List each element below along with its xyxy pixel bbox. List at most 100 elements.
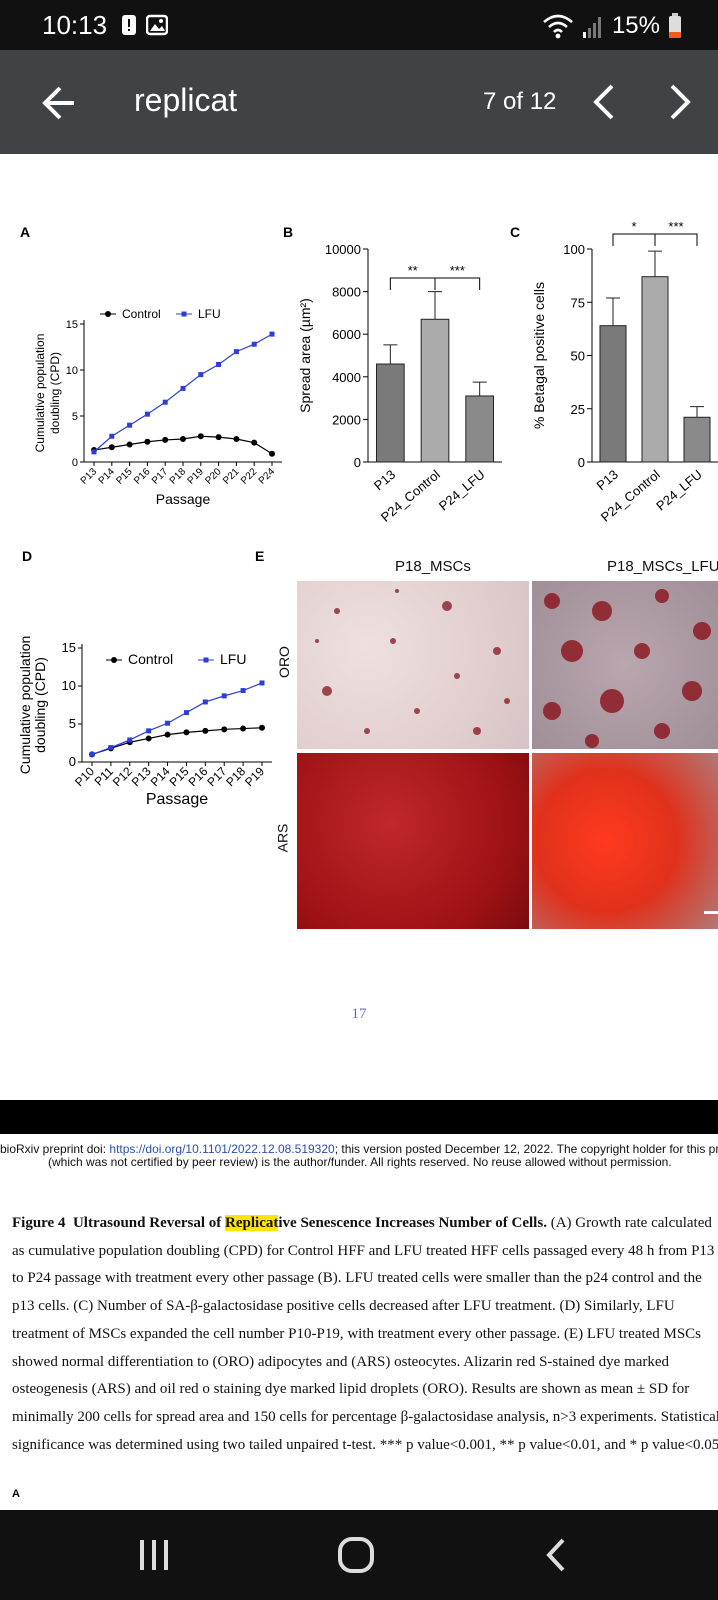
find-in-document-bar: replicat 7 of 12 bbox=[0, 50, 718, 154]
preprint-notice: bioRxiv preprint doi: https://doi.org/10… bbox=[0, 1142, 718, 1156]
preprint-notice-line-2: (which was not certified by peer review)… bbox=[48, 1155, 672, 1169]
data-point bbox=[202, 699, 208, 705]
legend-swatch bbox=[105, 311, 111, 317]
data-point bbox=[144, 411, 150, 417]
data-point bbox=[180, 385, 186, 391]
series-line bbox=[93, 333, 273, 453]
y-axis-label: Spread area (µm²) bbox=[297, 298, 313, 413]
legend-label: LFU bbox=[198, 307, 221, 321]
legend-label: Control bbox=[128, 651, 173, 667]
home-icon[interactable] bbox=[333, 1532, 379, 1578]
data-point bbox=[165, 720, 171, 726]
data-point bbox=[269, 331, 275, 337]
data-point bbox=[109, 433, 115, 439]
y-tick-label: 15 bbox=[66, 319, 78, 331]
panel-label-a: A bbox=[20, 224, 31, 240]
chart-a: 051015P13P14P15P16P17P18P19P20P21P22P24C… bbox=[17, 219, 718, 808]
data-point bbox=[216, 361, 222, 367]
panel-label-e: E bbox=[255, 548, 265, 564]
y-tick-label: 50 bbox=[571, 349, 585, 364]
x-tick-label: P19 bbox=[186, 466, 207, 487]
data-point bbox=[259, 680, 265, 686]
data-point bbox=[240, 688, 246, 694]
recent-apps-icon[interactable] bbox=[131, 1532, 177, 1578]
significance-marker: * bbox=[631, 219, 636, 234]
legend-label: LFU bbox=[220, 651, 246, 667]
legend-label: Control bbox=[122, 307, 161, 321]
y-tick-label: 5 bbox=[72, 411, 78, 423]
search-query[interactable]: replicat bbox=[134, 82, 238, 118]
status-time: 10:13 bbox=[42, 10, 108, 40]
data-point bbox=[162, 436, 169, 443]
data-point bbox=[240, 725, 247, 732]
significance-bracket bbox=[654, 233, 698, 246]
figure-caption: Figure 4 Ultrasound Reversal of Replicat… bbox=[12, 1210, 718, 1459]
x-tick-label: P24 bbox=[257, 466, 278, 487]
significance-bracket bbox=[612, 233, 656, 246]
search-highlight: Replicat bbox=[225, 1215, 279, 1231]
y-axis-label: % Betagal positive cells bbox=[531, 282, 547, 429]
bar bbox=[599, 325, 627, 463]
data-point bbox=[215, 434, 222, 441]
x-tick-label: P24_LFU bbox=[653, 467, 705, 514]
y-tick-label: 10 bbox=[62, 678, 76, 693]
page-number: 17 bbox=[351, 1006, 367, 1022]
panel-label-c: C bbox=[510, 224, 521, 240]
bar bbox=[375, 363, 405, 463]
y-tick-label: 25 bbox=[571, 402, 585, 417]
next-section-letter: A bbox=[12, 1488, 20, 1500]
x-tick-label: P13 bbox=[371, 467, 398, 493]
doi-link[interactable]: https://doi.org/10.1101/2022.12.08.51932… bbox=[109, 1142, 335, 1156]
data-point bbox=[89, 751, 95, 757]
x-tick-label: P15 bbox=[114, 466, 135, 487]
caption-line: significance was determined using two ta… bbox=[12, 1436, 718, 1453]
x-tick-label: P22 bbox=[239, 466, 260, 487]
x-axis-label: Passage bbox=[146, 791, 208, 808]
chevron-right-icon[interactable] bbox=[664, 80, 696, 124]
y-tick-label: 15 bbox=[62, 640, 76, 655]
data-point bbox=[183, 729, 190, 736]
chevron-left-icon[interactable] bbox=[588, 80, 620, 124]
micrograph-oro-lfu bbox=[532, 581, 718, 749]
significance-marker: *** bbox=[668, 219, 683, 234]
panel-label-b: B bbox=[283, 224, 294, 240]
significance-marker: *** bbox=[450, 263, 465, 278]
micrograph-ars-control bbox=[297, 753, 529, 929]
series-line bbox=[91, 727, 263, 755]
data-point bbox=[127, 737, 133, 743]
match-count: 7 of 12 bbox=[483, 88, 557, 115]
x-axis-label: Passage bbox=[156, 491, 211, 507]
data-point bbox=[144, 438, 151, 445]
y-axis-label: Cumulative population bbox=[33, 334, 47, 453]
back-arrow-icon[interactable] bbox=[36, 82, 78, 124]
navigation-bar bbox=[0, 1510, 718, 1600]
data-point bbox=[251, 341, 257, 347]
x-tick-label: P13 bbox=[79, 466, 100, 487]
micrograph-oro-control bbox=[297, 581, 529, 749]
data-point bbox=[108, 745, 114, 751]
y-axis-label: doubling (CPD) bbox=[32, 657, 48, 753]
data-point bbox=[221, 693, 227, 699]
data-point bbox=[162, 399, 168, 405]
y-tick-label: 6000 bbox=[332, 327, 361, 342]
caption-line: as cumulative population doubling (CPD) … bbox=[12, 1242, 715, 1259]
caption-line: showed normal differentiation to (ORO) a… bbox=[12, 1353, 670, 1370]
panel-label-d: D bbox=[22, 548, 33, 564]
y-tick-label: 75 bbox=[571, 295, 585, 310]
data-point bbox=[269, 450, 275, 457]
data-point bbox=[202, 727, 209, 734]
bar bbox=[683, 416, 711, 463]
bar bbox=[420, 318, 450, 463]
gallery-icon bbox=[146, 14, 168, 36]
caption-line: p13 cells. (C) Number of SA-β-galactosid… bbox=[12, 1298, 675, 1315]
y-tick-label: 8000 bbox=[332, 285, 361, 300]
micrograph-ars-lfu bbox=[532, 753, 718, 929]
scale-bar bbox=[704, 911, 718, 914]
data-point bbox=[145, 735, 152, 742]
system-back-icon[interactable] bbox=[535, 1532, 581, 1578]
data-point bbox=[183, 710, 189, 716]
y-tick-label: 5 bbox=[69, 716, 76, 731]
battery-icon bbox=[669, 13, 681, 38]
image-row-label: ARS bbox=[274, 823, 291, 853]
y-tick-label: 0 bbox=[72, 457, 78, 469]
